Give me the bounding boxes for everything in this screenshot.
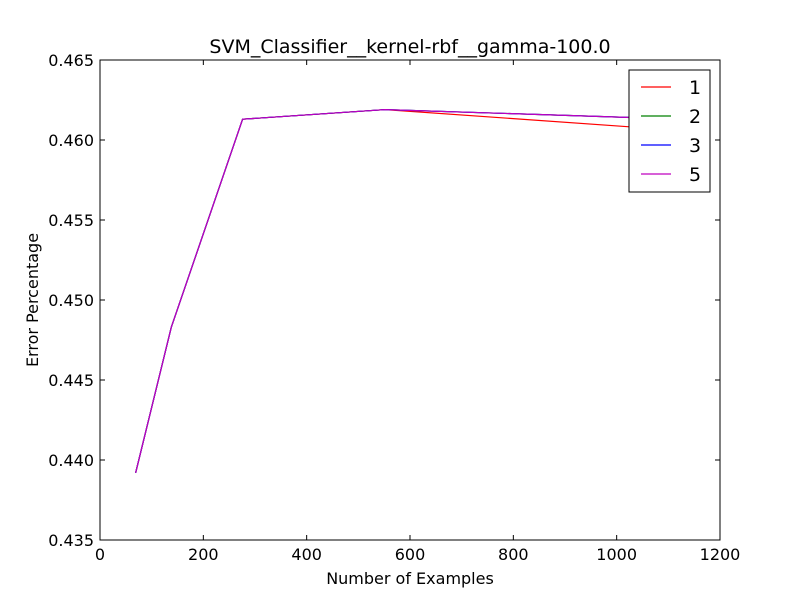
x-tick-label: 0 (95, 545, 105, 564)
x-tick-label: 400 (291, 545, 322, 564)
x-tick-label: 800 (498, 545, 529, 564)
chart-title: SVM_Classifier__kernel-rbf__gamma-100.0 (209, 36, 610, 58)
x-axis-label: Number of Examples (326, 569, 494, 588)
legend-frame (628, 69, 711, 193)
x-tick-label: 1000 (596, 545, 637, 564)
ticks-layer: 0 200 400 600 800 1000 1200 0.435 0.440 0.445 0.45… (48, 51, 740, 564)
legend: 1 2 3 5 (628, 69, 711, 193)
legend-label-5: 5 (689, 164, 701, 186)
series-line-1 (135, 108, 671, 473)
y-tick-label: 0.460 (48, 131, 94, 150)
legend-label-3: 3 (689, 135, 701, 157)
x-tick-label: 200 (188, 545, 219, 564)
x-tick-label: 1200 (700, 545, 741, 564)
y-tick-label: 0.435 (48, 531, 94, 550)
legend-label-1: 1 (689, 77, 701, 99)
x-tick-label: 600 (395, 545, 426, 564)
y-tick-label: 0.440 (48, 451, 94, 470)
y-tick-label: 0.445 (48, 371, 94, 390)
y-tick-label: 0.450 (48, 291, 94, 310)
y-axis-label: Error Percentage (23, 233, 42, 367)
series-line-2 (135, 108, 671, 473)
y-tick-label: 0.465 (48, 51, 94, 70)
series-line-5 (135, 108, 671, 473)
plot-frame (99, 59, 721, 541)
y-tick-label: 0.455 (48, 211, 94, 230)
series-layer (135, 108, 671, 473)
legend-label-2: 2 (689, 106, 701, 128)
series-line-3 (135, 108, 671, 473)
